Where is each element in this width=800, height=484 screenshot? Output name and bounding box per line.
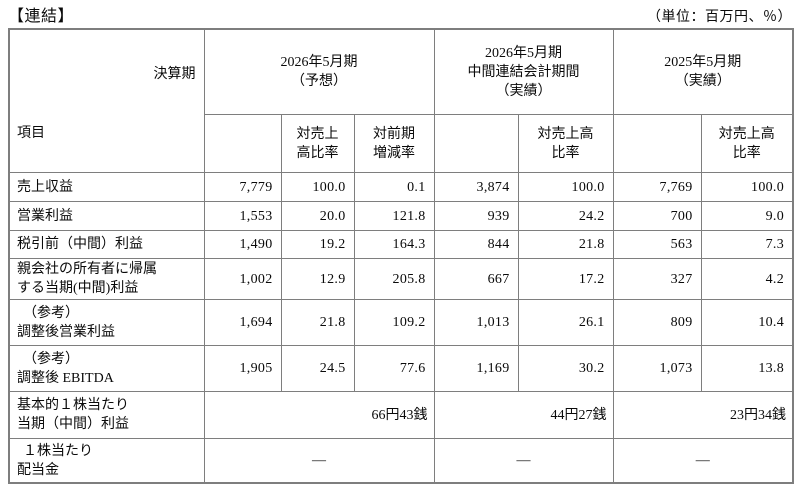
- ratio-cell: 17.2: [517, 258, 614, 300]
- ratio-cell: 100.0: [517, 172, 614, 202]
- ratio-cell: 20.0: [280, 201, 355, 231]
- amount-cell: 1,002: [203, 258, 282, 300]
- subheader-yoy-change: 対前期 増減率: [353, 114, 435, 173]
- amount-cell: 3,874: [433, 172, 519, 202]
- ratio-cell: 109.2: [353, 299, 435, 346]
- amount-cell: 844: [433, 230, 519, 259]
- column-group-fy2026-interim-actual: 2026年5月期 中間連結会計期間 （実績）: [433, 28, 614, 116]
- amount-cell: 1,905: [203, 345, 282, 392]
- ratio-cell: 100.0: [700, 172, 794, 202]
- table-row-pretax-profit: 税引前（中間）利益 1,490 19.2 164.3 844 21.8 563 …: [8, 230, 794, 259]
- row-label-cell: （参考） 調整後営業利益: [8, 299, 205, 346]
- ratio-cell: 77.6: [353, 345, 435, 392]
- ratio-cell: 164.3: [353, 230, 435, 259]
- ratio-cell: 21.8: [517, 230, 614, 259]
- dividend-cell: ―: [203, 438, 435, 484]
- table-row-revenue: 売上収益 7,779 100.0 0.1 3,874 100.0 7,769 1…: [8, 172, 794, 202]
- ratio-cell: 30.2: [517, 345, 614, 392]
- unit-note: （単位：百万円、％）: [647, 10, 792, 25]
- ratio-cell: 21.8: [280, 299, 355, 346]
- table-row-profit-attributable-to-owners: 親会社の所有者に帰属 する当期(中間)利益 1,002 12.9 205.8 6…: [8, 258, 794, 300]
- amount-cell: 667: [433, 258, 519, 300]
- row-label-cell: 売上収益: [8, 172, 205, 202]
- eps-cell: 23円34銭: [612, 391, 794, 439]
- amount-cell: 563: [612, 230, 702, 259]
- column-group-fy2025-actual: 2025年5月期 （実績）: [612, 28, 794, 116]
- table-row-adjusted-ebitda: （参考） 調整後 EBITDA 1,905 24.5 77.6 1,169 30…: [8, 345, 794, 392]
- amount-cell: 1,013: [433, 299, 519, 346]
- row-label-cell: 税引前（中間）利益: [8, 230, 205, 259]
- ratio-cell: 26.1: [517, 299, 614, 346]
- consolidated-label: 【連結】: [8, 8, 75, 25]
- subheader-spacer: [433, 114, 519, 173]
- ratio-cell: 19.2: [280, 230, 355, 259]
- subheader-spacer: [203, 114, 282, 173]
- ratio-cell: 121.8: [353, 201, 435, 231]
- header-subcolumn-row: 対売上 高比率 対前期 増減率 対売上高 比率 対売上高 比率: [9, 114, 794, 173]
- amount-cell: 809: [612, 299, 702, 346]
- ratio-cell: 100.0: [280, 172, 355, 202]
- subheader-ratio-to-sales: 対売上高 比率: [517, 114, 614, 173]
- amount-cell: 7,769: [612, 172, 702, 202]
- row-label-cell: １株当たり 配当金: [8, 438, 205, 484]
- amount-cell: 700: [612, 201, 702, 231]
- ratio-cell: 24.5: [280, 345, 355, 392]
- axis-header-cell: 決算期 項目: [8, 28, 205, 173]
- dividend-cell: ―: [433, 438, 614, 484]
- axis-label-fiscal-period: 決算期: [153, 67, 196, 82]
- ratio-cell: 0.1: [353, 172, 435, 202]
- row-label-cell: （参考） 調整後 EBITDA: [8, 345, 205, 392]
- amount-cell: 1,073: [612, 345, 702, 392]
- top-caption-row: 【連結】 （単位：百万円、％）: [8, 2, 792, 26]
- axis-label-item: 項目: [17, 126, 45, 141]
- ratio-cell: 9.0: [700, 201, 794, 231]
- ratio-cell: 4.2: [700, 258, 794, 300]
- eps-cell: 44円27銭: [433, 391, 614, 439]
- financial-results-page: 【連結】 （単位：百万円、％） 決算期 項目 2026年5月期 （予想） 202…: [8, 2, 795, 484]
- table-row-operating-profit: 営業利益 1,553 20.0 121.8 939 24.2 700 9.0: [8, 201, 794, 231]
- table-row-adjusted-operating-profit: （参考） 調整後営業利益 1,694 21.8 109.2 1,013 26.1…: [8, 299, 794, 346]
- subheader-ratio-to-sales: 対売上高 比率: [700, 114, 794, 173]
- amount-cell: 1,490: [203, 230, 282, 259]
- column-group-fy2026-forecast: 2026年5月期 （予想）: [203, 28, 435, 116]
- row-label-cell: 親会社の所有者に帰属 する当期(中間)利益: [8, 258, 205, 300]
- amount-cell: 939: [433, 201, 519, 231]
- subheader-spacer: [612, 114, 702, 173]
- row-label-cell: 営業利益: [8, 201, 205, 231]
- eps-cell: 66円43銭: [203, 391, 435, 439]
- dividend-cell: ―: [612, 438, 794, 484]
- consolidated-forecast-table: 決算期 項目 2026年5月期 （予想） 2026年5月期 中間連結会計期間 （…: [8, 28, 795, 484]
- ratio-cell: 10.4: [700, 299, 794, 346]
- table-row-dividend-per-share: １株当たり 配当金 ― ― ―: [8, 438, 794, 484]
- amount-cell: 1,169: [433, 345, 519, 392]
- amount-cell: 7,779: [203, 172, 282, 202]
- ratio-cell: 24.2: [517, 201, 614, 231]
- header-group-row: 決算期 項目 2026年5月期 （予想） 2026年5月期 中間連結会計期間 （…: [8, 28, 794, 173]
- ratio-cell: 13.8: [700, 345, 794, 392]
- row-label-cell: 基本的１株当たり 当期（中間）利益: [8, 391, 205, 439]
- amount-cell: 1,694: [203, 299, 282, 346]
- table-row-basic-eps: 基本的１株当たり 当期（中間）利益 66円43銭 44円27銭 23円34銭: [8, 391, 794, 439]
- axis-header-box: 決算期 項目: [10, 49, 203, 153]
- amount-cell: 327: [612, 258, 702, 300]
- subheader-ratio-to-sales: 対売上 高比率: [280, 114, 355, 173]
- ratio-cell: 205.8: [353, 258, 435, 300]
- ratio-cell: 7.3: [700, 230, 794, 259]
- amount-cell: 1,553: [203, 201, 282, 231]
- ratio-cell: 12.9: [280, 258, 355, 300]
